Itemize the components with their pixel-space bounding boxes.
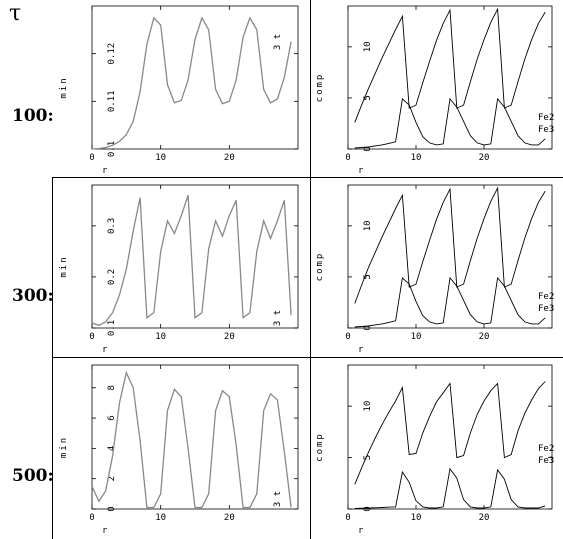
x-tick-label: 0 bbox=[345, 513, 350, 523]
chart-row3-right: 0 5 10 0 10 20 r comp Fe2 Fe3 bbox=[312, 359, 562, 537]
series-line-1 bbox=[354, 381, 546, 485]
x-axis-label: r bbox=[358, 345, 364, 355]
series-line-2 bbox=[354, 97, 546, 149]
x-tick-label: 20 bbox=[224, 153, 235, 163]
series-line-1 bbox=[354, 186, 546, 304]
tau-symbol: τ bbox=[9, 1, 22, 26]
row-label-100: 100: bbox=[12, 106, 54, 126]
y-tick-label: 6 bbox=[107, 415, 117, 420]
chart-row3-left: 0 2 4 6 8 0 10 20 r min 3 t bbox=[56, 359, 308, 537]
y-tick-label: 0 bbox=[363, 146, 373, 151]
y-tick-label: 0.12 bbox=[107, 43, 117, 65]
y-tick-label: 4 bbox=[107, 446, 117, 451]
chart-row1-right: 0 5 10 0 10 20 r comp Fe2 Fe3 bbox=[312, 0, 562, 177]
series-line-1 bbox=[91, 194, 292, 327]
y-tick-label: 0 bbox=[363, 506, 373, 511]
y-tick-label: 0.11 bbox=[107, 90, 117, 112]
y-tick-label: 10 bbox=[363, 220, 373, 231]
legend-entry: Fe2 bbox=[538, 444, 554, 454]
y-axis-label: comp bbox=[315, 252, 325, 282]
series-line-1 bbox=[91, 370, 292, 509]
x-tick-label: 20 bbox=[479, 513, 490, 523]
legend-entry: Fe3 bbox=[538, 304, 554, 314]
x-tick-label: 0 bbox=[89, 153, 94, 163]
y-tick-label: 5 bbox=[363, 455, 373, 460]
chart-row2-right: 0 5 10 0 10 20 r comp Fe2 Fe3 bbox=[312, 179, 562, 356]
y-axis-label: min bbox=[59, 76, 69, 98]
y-tick-label: 10 bbox=[363, 41, 373, 52]
row-label-500: 500: bbox=[12, 466, 54, 486]
x-tick-label: 10 bbox=[155, 513, 166, 523]
series-line-1 bbox=[91, 16, 292, 150]
legend-entry: Fe3 bbox=[538, 125, 554, 135]
x-tick-label: 0 bbox=[89, 513, 94, 523]
y-tick-label: 8 bbox=[107, 385, 117, 390]
x-axis-label: r bbox=[102, 526, 108, 536]
legend-entry: 3 t bbox=[273, 491, 283, 507]
row-label-300: 300: bbox=[12, 286, 54, 306]
y-tick-label: 0.3 bbox=[107, 218, 117, 234]
legend-entry: Fe2 bbox=[538, 113, 554, 123]
x-tick-label: 0 bbox=[89, 332, 94, 342]
x-tick-label: 10 bbox=[155, 153, 166, 163]
x-tick-label: 10 bbox=[411, 513, 422, 523]
x-tick-label: 0 bbox=[345, 153, 350, 163]
y-axis-label: min bbox=[59, 255, 69, 277]
x-tick-label: 10 bbox=[155, 332, 166, 342]
plot-frame bbox=[91, 184, 299, 329]
y-tick-label: 0.2 bbox=[107, 269, 117, 285]
y-axis-label: min bbox=[59, 436, 69, 458]
y-tick-label: 0 bbox=[107, 506, 117, 511]
y-tick-label: 0.1 bbox=[107, 141, 117, 157]
x-axis-label: r bbox=[102, 166, 108, 176]
legend-entry: Fe3 bbox=[538, 456, 554, 466]
x-axis-label: r bbox=[358, 526, 364, 536]
series-line-2 bbox=[354, 467, 546, 509]
x-tick-label: 20 bbox=[224, 513, 235, 523]
series-line-2 bbox=[354, 276, 546, 328]
y-axis-label: comp bbox=[315, 432, 325, 462]
x-tick-label: 20 bbox=[479, 153, 490, 163]
y-tick-label: 0 bbox=[363, 325, 373, 330]
legend-entry: 3 t bbox=[273, 34, 283, 50]
x-tick-label: 20 bbox=[224, 332, 235, 342]
y-tick-label: 0.1 bbox=[107, 320, 117, 336]
series-line-1 bbox=[354, 7, 546, 123]
chart-row1-left: 0.1 0.11 0.12 0 10 20 r min 3 t bbox=[56, 0, 308, 177]
x-tick-label: 0 bbox=[345, 332, 350, 342]
x-axis-label: r bbox=[102, 345, 108, 355]
plot-frame bbox=[91, 5, 299, 150]
y-tick-label: 5 bbox=[363, 95, 373, 100]
x-axis-label: r bbox=[358, 166, 364, 176]
plot-frame bbox=[347, 5, 553, 150]
plot-frame bbox=[347, 184, 553, 329]
legend-entry: Fe2 bbox=[538, 292, 554, 302]
y-axis-label: comp bbox=[315, 73, 325, 103]
x-tick-label: 10 bbox=[411, 332, 422, 342]
y-tick-label: 5 bbox=[363, 274, 373, 279]
y-tick-label: 10 bbox=[363, 401, 373, 412]
plot-frame bbox=[91, 364, 299, 510]
x-tick-label: 20 bbox=[479, 332, 490, 342]
legend-entry: 3 t bbox=[273, 310, 283, 326]
plot-frame bbox=[347, 364, 553, 510]
x-tick-label: 10 bbox=[411, 153, 422, 163]
y-tick-label: 2 bbox=[107, 476, 117, 481]
chart-row2-left: 0.1 0.2 0.3 0 10 20 r min 3 t bbox=[56, 179, 308, 356]
